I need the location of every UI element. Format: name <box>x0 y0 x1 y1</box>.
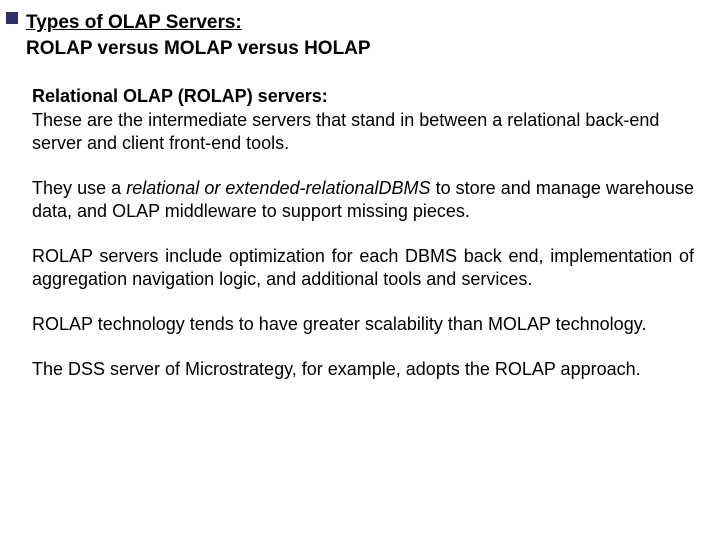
p2-italic: relational or extended-relationalDBMS <box>126 178 430 198</box>
title-line-1: Types of OLAP Servers: <box>26 10 694 36</box>
p2-pre: They use a <box>32 178 126 198</box>
paragraph-1: These are the intermediate servers that … <box>32 109 694 155</box>
section: Relational OLAP (ROLAP) servers: These a… <box>32 85 694 381</box>
title-line-2: ROLAP versus MOLAP versus HOLAP <box>26 36 694 62</box>
title-block: Types of OLAP Servers: ROLAP versus MOLA… <box>26 10 694 61</box>
bullet-square-icon <box>6 12 18 24</box>
paragraph-2: They use a relational or extended-relati… <box>32 177 694 223</box>
paragraph-5: The DSS server of Microstrategy, for exa… <box>32 358 694 381</box>
section-heading: Relational OLAP (ROLAP) servers: <box>32 85 694 108</box>
paragraph-4: ROLAP technology tends to have greater s… <box>32 313 694 336</box>
paragraph-3: ROLAP servers include optimization for e… <box>32 245 694 291</box>
slide-container: Types of OLAP Servers: ROLAP versus MOLA… <box>0 0 720 540</box>
